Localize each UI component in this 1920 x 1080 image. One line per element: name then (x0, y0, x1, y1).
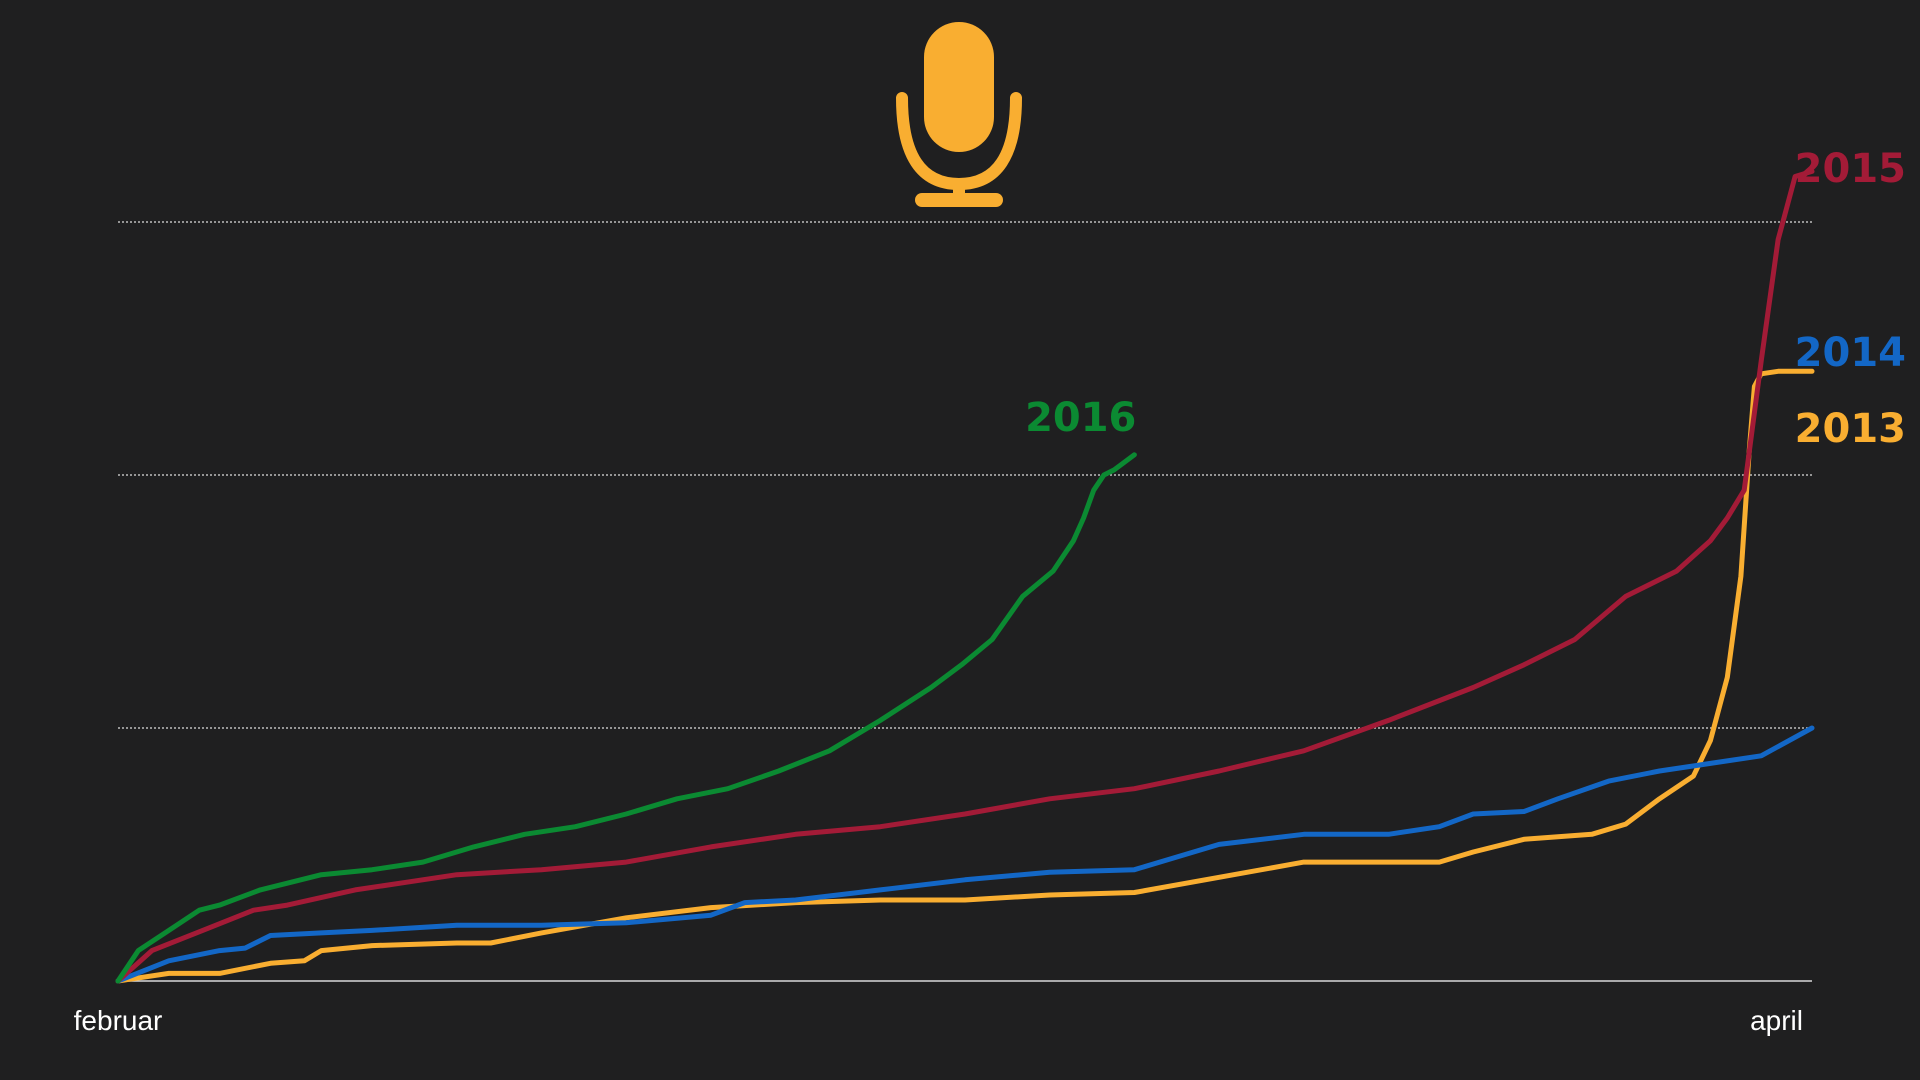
series-line-2013 (115, 368, 1815, 984)
series-label-2016: 2016 (1025, 395, 1136, 441)
series-label-2013: 2013 (1795, 406, 1906, 452)
gridlines (118, 221, 1812, 729)
series-lines (115, 168, 1815, 984)
series-line-2016 (115, 452, 1137, 984)
series-labels: 2013 2014 2015 2016 (1025, 146, 1906, 452)
mic-capsule (924, 22, 994, 152)
series-label-2015: 2015 (1795, 146, 1906, 192)
series-label-2014: 2014 (1795, 330, 1906, 376)
x-tick-labels: februar april (74, 1005, 1803, 1036)
series-line-2014 (115, 725, 1815, 984)
x-tick-februar: februar (74, 1005, 163, 1036)
microphone-icon (896, 22, 1022, 207)
series-line-2015 (115, 168, 1815, 984)
x-tick-april: april (1750, 1005, 1803, 1036)
